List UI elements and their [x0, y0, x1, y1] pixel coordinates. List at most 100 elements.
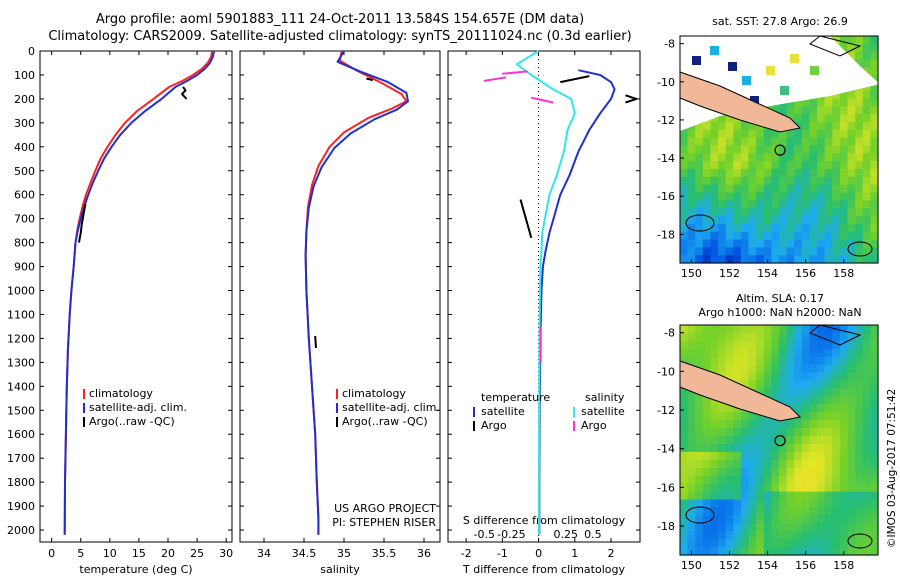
salinity-xtick-label: 34 — [257, 547, 271, 560]
depth-tick-label: 2000 — [7, 524, 35, 537]
legend-temperature-header: temperature — [481, 391, 550, 404]
depth-tick-label: 600 — [14, 189, 35, 202]
difference-series-salinity-argo — [502, 70, 528, 75]
climatology-subtitle: Climatology: CARS2009. Satellite-adjuste… — [48, 29, 632, 44]
island-chain — [679, 71, 802, 133]
depth-tick-label: 100 — [14, 69, 35, 82]
depth-tick-label: 900 — [14, 261, 35, 274]
sst_map-xtick-label: 152 — [719, 267, 740, 280]
sst_map-xtick-label: 158 — [833, 267, 854, 280]
sla_map-ytick-label: -10 — [657, 365, 675, 378]
sla-map-subtitle: Argo h1000: NaN h2000: NaN — [698, 306, 862, 319]
sla_map-ytick-label: -8 — [664, 327, 675, 340]
salinity-xtick-label: 34.5 — [292, 547, 317, 560]
sst_map-ytick-label: -18 — [657, 228, 675, 241]
imos-timestamp: ©IMOS 03-Aug-2017 07:51:42 — [886, 388, 898, 548]
difference-xtick-label: 1 — [571, 547, 578, 560]
salinity-diff-tick-label: -0.5 — [473, 528, 494, 541]
depth-tick-label: 0 — [28, 45, 35, 58]
sla_map-frame — [679, 324, 879, 556]
sst-pixel — [728, 62, 737, 71]
depth-tick-label: 300 — [14, 117, 35, 130]
temperature-panel: 0 5 10 15 20 25 30 temperature (deg C) 0 100 200 30… — [7, 45, 233, 576]
difference-series-salinity-argo — [484, 76, 507, 82]
depth-tick-label: 200 — [14, 93, 35, 106]
depth-tick-label: 700 — [14, 213, 35, 226]
salinity-xtick-label: 35.5 — [372, 547, 397, 560]
temperature-legend-label: satellite — [481, 405, 525, 418]
temperature-xtick-label: 5 — [77, 547, 84, 560]
profile-title: Argo profile: aoml 5901883_111 24-Oct-20… — [95, 12, 585, 27]
salinity-legend-label: Argo(..raw -QC) — [342, 415, 428, 428]
argo-position-marker — [774, 435, 786, 447]
depth-tick-label: 1400 — [7, 380, 35, 393]
sst_map-xtick-label: 154 — [757, 267, 778, 280]
temperature-series-argo-raw-qc- — [78, 204, 87, 243]
temperature-xtick-label: 30 — [219, 547, 233, 560]
difference-panel: -2 -1 0 1 2 T difference from climatology S di… — [447, 50, 641, 576]
depth-tick-label: 1700 — [7, 452, 35, 465]
sla_map-xtick-label: 152 — [719, 559, 740, 572]
temperature-xtick-label: 15 — [132, 547, 146, 560]
temperature-xtick-label: 10 — [103, 547, 117, 560]
temperature-xtick-label: 20 — [161, 547, 175, 560]
sst-map-title: sat. SST: 27.8 Argo: 26.9 — [712, 15, 848, 28]
reef-outline — [809, 35, 862, 57]
salinity-diff-tick-label: 0.5 — [584, 528, 602, 541]
sla_map-xtick-label: 150 — [681, 559, 702, 572]
difference-series-temperature-argo — [519, 199, 533, 239]
temperature-xtick-label: 25 — [190, 547, 204, 560]
salinity-legend-label: satellite-adj. clim. — [342, 401, 440, 414]
salinity-series-argo-raw-qc- — [314, 335, 317, 349]
depth-tick-label: 400 — [14, 141, 35, 154]
sla_map-ytick-label: -18 — [657, 520, 675, 533]
salinity-legend-label: climatology — [342, 387, 406, 400]
sla-map-title: Altim. SLA: 0.17 — [735, 292, 825, 305]
sst_map-ytick-label: -12 — [657, 114, 675, 127]
sst_map-xtick-label: 150 — [681, 267, 702, 280]
depth-tick-label: 1300 — [7, 356, 35, 369]
depth-tick-label: 1100 — [7, 308, 35, 321]
sst-pixel — [692, 56, 701, 65]
sla_map-ytick-label: -12 — [657, 404, 675, 417]
difference-xtick-label: -2 — [461, 547, 472, 560]
salinity-frame — [239, 50, 441, 543]
temperature-legend-label: Argo(..raw -QC) — [89, 415, 175, 428]
salinity-series-satellite-adj-clim- — [304, 50, 409, 535]
island-chain — [679, 360, 802, 422]
difference-xlabel: T difference from climatology — [462, 563, 625, 576]
depth-tick-label: 800 — [14, 237, 35, 250]
reef-outline — [809, 324, 862, 346]
difference-series-salinity-argo — [531, 96, 554, 104]
salinity-xtick-label: 35 — [337, 547, 351, 560]
salinity-xlabel: salinity — [320, 563, 360, 576]
salinity-xtick-label: 36 — [417, 547, 431, 560]
sst_map-xtick-label: 156 — [795, 267, 816, 280]
salinity-panel: 34 34.5 35 35.5 36 salinity climatologysatelli… — [239, 50, 441, 576]
sst_map-ytick-label: -10 — [657, 76, 675, 89]
depth-tick-label: 1500 — [7, 404, 35, 417]
pi-annotation: US ARGO PROJECT — [334, 502, 436, 515]
salinity-diff-tick-label: 0.25 — [553, 528, 578, 541]
depth-tick-label: 1900 — [7, 500, 35, 513]
difference-series-temperature-argo — [560, 75, 590, 84]
sla_map-ytick-label: -16 — [657, 481, 675, 494]
difference-xtick-label: -1 — [497, 547, 508, 560]
reef-outline — [685, 506, 715, 524]
sst-pixel — [750, 96, 759, 105]
sst-pixel — [710, 46, 719, 55]
sla_map-xtick-label: 156 — [795, 559, 816, 572]
salinity-legend-label: satellite — [581, 405, 625, 418]
temperature-xlabel: temperature (deg C) — [79, 563, 192, 576]
sst_map-frame — [679, 35, 879, 264]
sst-pixel — [780, 86, 789, 95]
reef-outline — [847, 241, 873, 257]
sst_map-ytick-label: -16 — [657, 190, 675, 203]
depth-tick-label: 1200 — [7, 332, 35, 345]
reef-outline — [685, 214, 715, 232]
difference-frame — [447, 50, 641, 543]
argo-position-marker — [774, 144, 786, 156]
sst-pixel — [810, 66, 819, 75]
difference-series-salinity-satellite — [515, 50, 576, 535]
